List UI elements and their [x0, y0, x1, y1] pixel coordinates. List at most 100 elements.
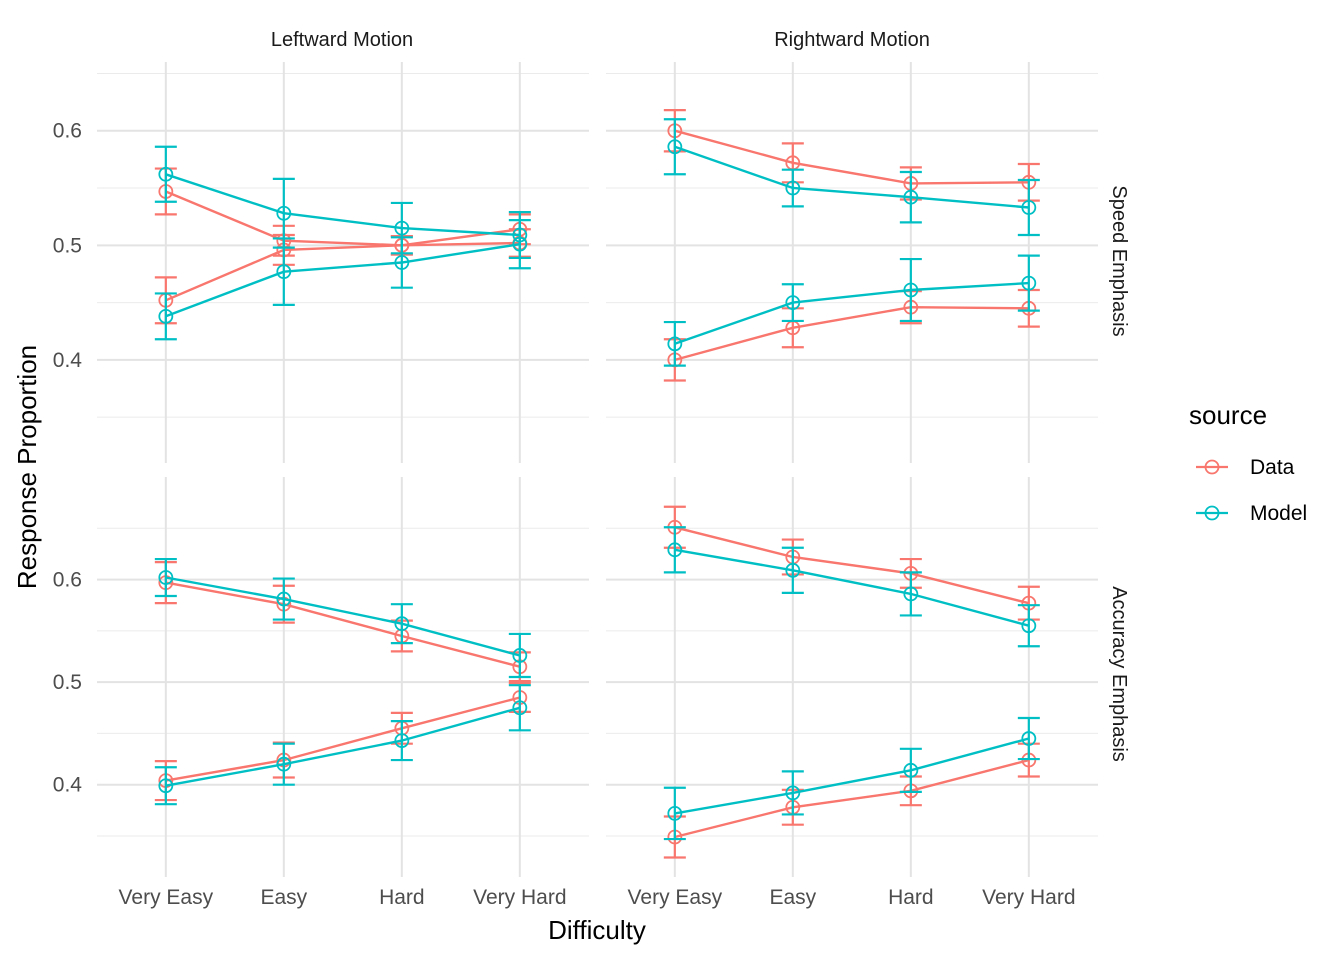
panel-leftward-motion-speed-emphasis [154, 145, 531, 341]
data-point [667, 139, 683, 155]
series-line [165, 243, 520, 318]
data-point [276, 264, 292, 280]
series-model-2 [663, 118, 1040, 237]
series-data-0 [663, 109, 1040, 202]
data-point [903, 282, 919, 298]
series-model-3 [663, 254, 1040, 367]
series-data-0 [154, 167, 531, 258]
series-line [165, 173, 520, 237]
series-line [674, 145, 1029, 209]
series-line [674, 129, 1029, 185]
data-point [276, 591, 292, 607]
y-tick-label: 0.6 [53, 569, 82, 592]
error-bar [663, 786, 686, 841]
series-data-1 [154, 682, 531, 802]
error-bar [1017, 716, 1040, 761]
series-line [165, 576, 521, 657]
error-bar [663, 320, 686, 367]
data-point [1021, 731, 1037, 746]
y-tick-label: 0.5 [53, 234, 82, 257]
legend-label-model: Model [1250, 502, 1307, 525]
series-model-2 [154, 557, 531, 679]
data-point [394, 220, 410, 236]
data-point [394, 733, 410, 748]
error-bar [154, 145, 177, 203]
panels-layer: 0.4 0.5 0.6 0.4 0.5 0.6 Very Easy Easy Hard Very … [53, 62, 1098, 909]
error-bar [781, 168, 804, 208]
data-point [276, 205, 292, 221]
series-model-2 [663, 526, 1040, 648]
legend-label-data: Data [1250, 456, 1295, 479]
data-point [512, 700, 528, 716]
data-point [158, 778, 174, 794]
panel-grid-r0-c1 [606, 62, 1098, 463]
series-model-3 [154, 219, 531, 341]
legend: source Data Model [1189, 400, 1307, 525]
data-point [667, 542, 683, 558]
legend-key-point-data [1204, 459, 1220, 475]
y-tick-label: 0.6 [53, 120, 82, 143]
y-tick-label: 0.4 [53, 349, 83, 372]
data-point [394, 616, 410, 632]
series-line [165, 228, 520, 302]
error-bar [390, 236, 413, 289]
data-point [785, 180, 801, 196]
panel-rightward-motion-accuracy-emphasis [663, 505, 1040, 859]
x-tick-label: Very Hard [473, 886, 566, 909]
error-bar [663, 526, 686, 574]
series-line [674, 281, 1029, 345]
legend-entry-model: Model [1196, 502, 1307, 525]
y-tick-label: 0.5 [53, 671, 82, 694]
data-point [1021, 200, 1037, 215]
error-bar [272, 237, 295, 306]
x-tick-label: Very Hard [982, 886, 1075, 909]
data-point [667, 336, 683, 352]
data-point [785, 785, 801, 801]
series-line [165, 706, 521, 787]
y-axis-title: Response Proportion [12, 345, 42, 589]
x-tick-label: Easy [769, 886, 816, 909]
strip-label-col-1: Rightward Motion [774, 29, 930, 51]
data-point [903, 189, 919, 205]
error-bar [390, 720, 413, 762]
series-data-1 [154, 213, 531, 325]
series-line [674, 548, 1030, 627]
x-tick-label: Hard [888, 886, 934, 909]
error-bar [390, 603, 413, 645]
error-bar [899, 747, 922, 793]
error-bar [508, 684, 531, 732]
series-line [674, 305, 1029, 362]
data-point [1021, 618, 1037, 634]
data-point [785, 295, 801, 311]
data-point [158, 308, 174, 324]
data-point [512, 236, 528, 252]
error-bar [154, 557, 177, 598]
x-tick-label: Easy [260, 886, 307, 909]
series-line [674, 526, 1030, 605]
series-line [165, 190, 520, 247]
panel-leftward-motion-accuracy-emphasis [154, 557, 531, 806]
data-point [158, 570, 174, 585]
data-point [394, 255, 410, 270]
error-bar [1017, 254, 1040, 312]
legend-entry-data: Data [1196, 456, 1295, 479]
series-line [674, 737, 1030, 815]
data-point [903, 762, 919, 778]
strip-label-col-0: Leftward Motion [271, 29, 413, 51]
error-bar [899, 257, 922, 323]
data-point [1021, 275, 1037, 291]
error-bar [508, 219, 531, 270]
error-bar [781, 283, 804, 323]
series-model-3 [154, 684, 531, 806]
error-bar [508, 632, 531, 679]
series-line [165, 696, 521, 782]
data-point [667, 806, 683, 821]
error-bar [781, 546, 804, 594]
error-bar [272, 577, 295, 621]
series-data-0 [663, 505, 1040, 621]
error-bar [154, 292, 177, 341]
series-line [674, 758, 1030, 839]
error-bar [1017, 604, 1040, 648]
series-line [165, 581, 521, 668]
